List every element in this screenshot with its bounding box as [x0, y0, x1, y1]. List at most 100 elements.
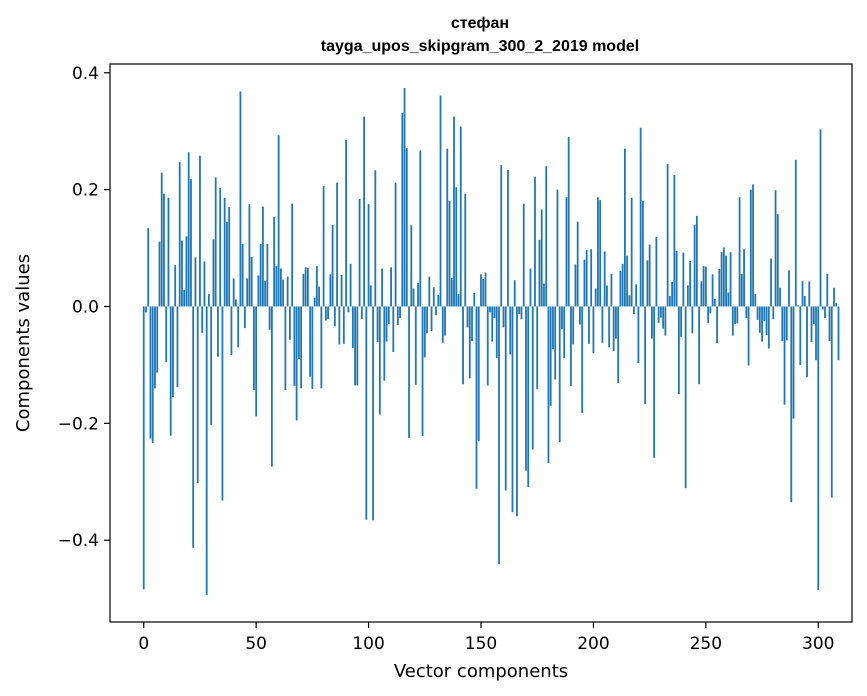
bar-178: [543, 283, 545, 307]
bar-50: [255, 306, 258, 417]
bar-202: [597, 197, 599, 307]
chart-subtitle: tayga_upos_skipgram_300_2_2019 model: [321, 38, 639, 55]
bar-232: [664, 306, 667, 336]
bar-132: [439, 95, 442, 307]
bar-308: [835, 302, 838, 307]
bar-222: [641, 200, 644, 307]
bar-305: [828, 306, 831, 341]
bar-123: [419, 150, 422, 307]
bar-136: [448, 200, 451, 307]
bar-1: [145, 306, 147, 313]
bar-117: [405, 148, 408, 307]
bar-243: [689, 260, 692, 307]
bar-181: [549, 306, 552, 406]
bar-54: [264, 280, 267, 307]
bar-135: [446, 148, 449, 307]
bar-77: [315, 266, 318, 307]
bar-42: [237, 306, 240, 348]
bar-287: [788, 270, 790, 307]
bar-164: [511, 306, 514, 513]
bar-12: [169, 306, 172, 436]
x-tick-label: 100: [352, 634, 384, 654]
bar-174: [534, 176, 536, 307]
bar-258: [722, 247, 725, 307]
bar-60: [277, 135, 280, 307]
bar-307: [833, 287, 835, 307]
bar-147: [473, 293, 476, 307]
bar-41: [235, 299, 237, 307]
bar-149: [477, 306, 480, 441]
bar-99: [365, 306, 368, 520]
bar-236: [673, 175, 676, 307]
bar-90: [345, 139, 347, 307]
bar-226: [650, 306, 653, 339]
bar-198: [588, 306, 590, 344]
bar-36: [223, 197, 226, 307]
bar-55: [266, 243, 269, 307]
bar-65: [288, 306, 291, 340]
bar-306: [830, 306, 833, 498]
bar-126: [426, 306, 428, 334]
bar-167: [518, 306, 521, 315]
bar-291: [797, 305, 799, 307]
bar-231: [662, 306, 665, 329]
bar-133: [441, 306, 444, 343]
bar-161: [504, 306, 507, 491]
bar-223: [644, 306, 647, 405]
bar-95: [356, 306, 359, 386]
bar-115: [401, 113, 404, 307]
bar-247: [698, 306, 700, 385]
bar-70: [300, 306, 303, 389]
bar-79: [320, 306, 323, 389]
bar-44: [241, 243, 244, 307]
bar-250: [704, 266, 707, 307]
bar-107: [383, 306, 386, 381]
bar-10: [165, 306, 168, 362]
x-tick-label: 0: [138, 634, 149, 654]
bar-83: [329, 274, 332, 307]
bar-13: [172, 306, 174, 398]
bar-56: [268, 306, 271, 330]
bar-85: [333, 306, 336, 327]
bar-98: [363, 116, 365, 307]
bar-299: [815, 306, 817, 361]
bar-191: [572, 306, 575, 345]
bar-148: [475, 306, 478, 489]
x-axis-label: Vector components: [394, 661, 568, 682]
bar-39: [230, 306, 233, 355]
y-tick-label: −0.4: [58, 531, 99, 551]
bar-273: [756, 306, 759, 320]
bar-86: [336, 182, 338, 307]
bar-197: [585, 249, 588, 307]
bar-179: [545, 166, 548, 307]
bar-22: [192, 306, 195, 548]
bar-203: [599, 200, 602, 307]
x-tick-label: 50: [245, 634, 267, 654]
bar-121: [414, 306, 417, 385]
bar-238: [677, 306, 680, 395]
y-tick-label: 0.4: [72, 64, 99, 84]
bar-237: [675, 250, 678, 307]
bar-267: [743, 249, 745, 307]
bar-23: [194, 257, 197, 307]
bar-2: [147, 228, 150, 307]
bar-69: [297, 306, 300, 360]
bar-64: [286, 276, 289, 307]
bar-8: [160, 172, 163, 307]
bar-209: [612, 306, 615, 351]
bar-302: [821, 306, 824, 310]
bar-200: [592, 306, 595, 354]
bar-172: [529, 268, 532, 307]
bar-112: [394, 182, 397, 307]
bar-71: [302, 273, 305, 307]
bar-171: [527, 306, 530, 488]
bar-303: [824, 306, 826, 319]
bar-165: [513, 280, 516, 307]
bar-218: [633, 306, 635, 315]
bar-193: [576, 221, 579, 307]
bar-239: [680, 306, 683, 337]
bar-153: [486, 306, 489, 386]
bar-281: [774, 190, 777, 307]
